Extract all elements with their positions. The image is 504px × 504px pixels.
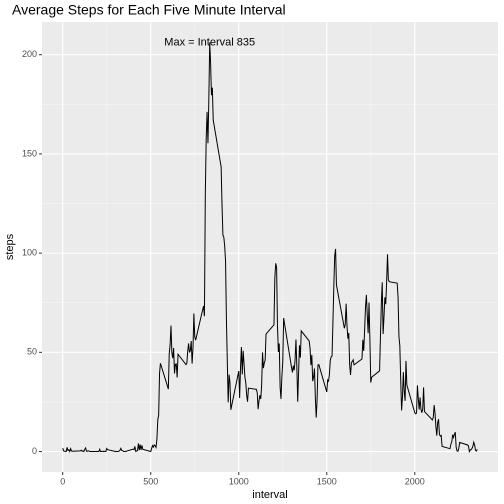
y-tick-label: 200	[22, 49, 37, 59]
panel	[42, 22, 498, 472]
y-tick-label: 0	[32, 446, 37, 456]
x-tick-label: 1000	[229, 476, 249, 486]
y-tick-label: 100	[22, 247, 37, 257]
x-tick-label: 1500	[317, 476, 337, 486]
y-tick-label: 50	[27, 347, 37, 357]
x-tick-label: 500	[143, 476, 158, 486]
x-axis-label: interval	[252, 489, 287, 501]
y-tick-label: 150	[22, 148, 37, 158]
x-tick-label: 0	[60, 476, 65, 486]
y-axis-label: steps	[4, 233, 16, 260]
x-tick-label: 2000	[405, 476, 425, 486]
chart-title: Average Steps for Each Five Minute Inter…	[12, 2, 286, 18]
annotation: Max = Interval 835	[164, 36, 255, 48]
line	[62, 42, 478, 454]
